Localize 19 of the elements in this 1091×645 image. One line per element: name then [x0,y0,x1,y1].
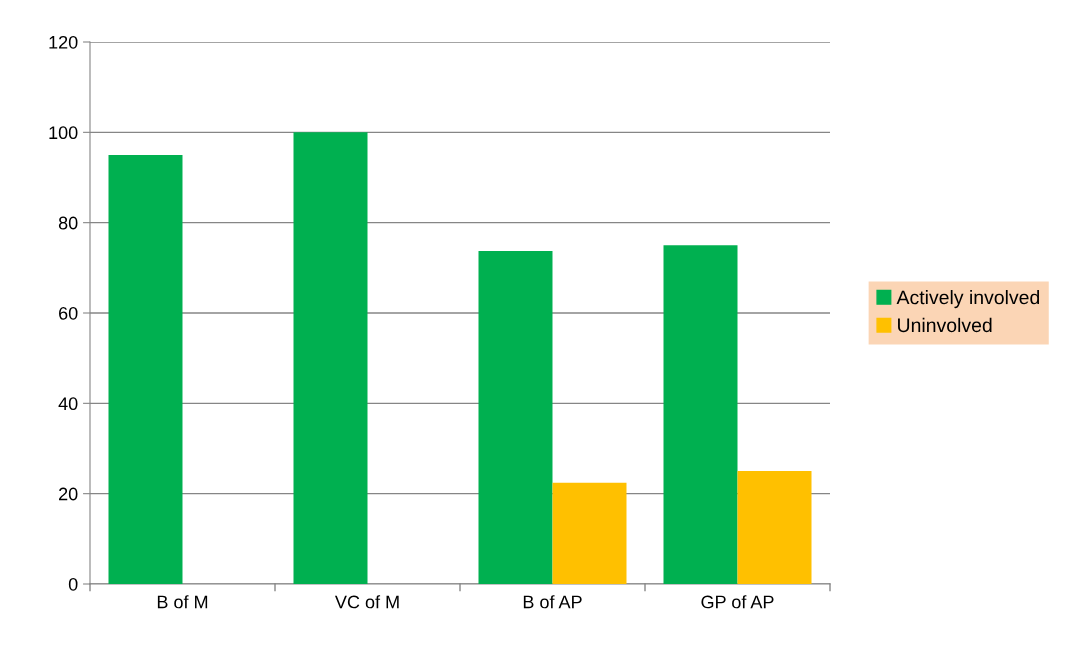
x-tick-label: GP of AP [701,595,774,609]
bar [293,132,368,584]
y-tick-label: 0 [68,577,78,591]
x-tick-label: B of AP [523,595,582,609]
legend-label: Uninvolved [898,317,992,333]
y-tick-label: 60 [59,306,78,320]
x-tick-label: B of M [157,595,208,609]
y-tick-label: 100 [49,126,78,140]
y-tick-label: 40 [58,397,78,411]
bar [663,245,738,584]
bar [737,471,812,584]
y-tick-label: 20 [59,487,78,501]
legend-label: Actively involved [896,290,1040,309]
x-tick-label: VC of M [334,595,399,609]
bar [108,154,183,584]
y-tick-label: 80 [58,216,78,230]
y-tick-label: 120 [49,35,78,49]
bar [478,251,553,584]
bar [552,482,627,584]
